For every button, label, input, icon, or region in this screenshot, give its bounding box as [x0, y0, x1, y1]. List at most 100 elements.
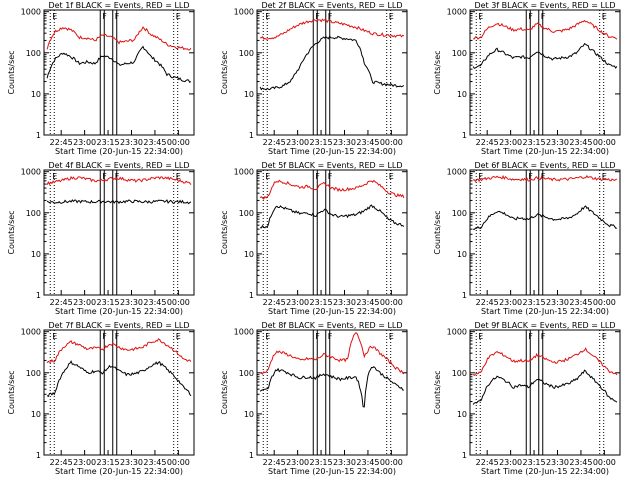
marker-label: E — [52, 12, 57, 21]
y-axis-label: Counts/sec — [433, 370, 442, 414]
x-tick-label: 23:30 — [333, 298, 356, 307]
y-tick-label: 10 — [457, 90, 467, 99]
marker-label: E — [602, 12, 607, 21]
marker-label: E — [602, 332, 607, 341]
marker-label: E — [176, 332, 181, 341]
y-tick-label: 100 — [26, 49, 41, 58]
plot-frame — [469, 169, 621, 296]
panel-7: Det 7f BLACK = Events, RED = LLD 1 10 100 10… — [7, 321, 195, 476]
marker-label: F — [528, 332, 533, 341]
marker-label: F — [328, 172, 333, 181]
y-tick-label: 1 — [249, 131, 254, 140]
x-tick-label: 23:00 — [499, 458, 522, 467]
y-tick-label: 1000 — [447, 328, 467, 337]
x-axis-label: Start Time (20-Jun-15 22:34:00) — [481, 147, 609, 156]
x-tick-label: 23:00 — [73, 138, 96, 147]
x-tick-label: 23:45 — [143, 458, 166, 467]
x-tick-label: 23:45 — [356, 458, 379, 467]
y-tick-label: 1 — [249, 451, 254, 460]
x-tick-label: 22:45 — [263, 138, 286, 147]
marker-label: F — [315, 12, 320, 21]
plot-frame — [256, 329, 408, 456]
y-tick-label: 100 — [239, 49, 254, 58]
marker-label: F — [115, 332, 120, 341]
series-line-lld — [472, 347, 618, 377]
x-axis-label: Start Time (20-Jun-15 22:34:00) — [481, 307, 609, 316]
panel-title: Det 1f BLACK = Events, RED = LLD — [48, 1, 189, 10]
y-tick-label: 1 — [462, 291, 467, 300]
x-tick-label: 00:00 — [167, 298, 190, 307]
x-tick-label: 00:00 — [593, 298, 616, 307]
y-tick-label: 1 — [36, 291, 41, 300]
y-tick-label: 100 — [26, 369, 41, 378]
x-tick-label: 23:00 — [286, 458, 309, 467]
panel-4: Det 4f BLACK = Events, RED = LLD 1 10 100 10… — [7, 161, 195, 316]
y-tick-label: 1000 — [234, 8, 254, 17]
x-tick-label: 23:30 — [333, 138, 356, 147]
x-tick-label: 23:30 — [120, 458, 143, 467]
x-tick-label: 22:45 — [476, 458, 499, 467]
series-line-lld — [473, 19, 618, 40]
series-line-events — [46, 360, 192, 398]
x-tick-label: 23:30 — [120, 298, 143, 307]
marker-label: F — [102, 172, 107, 181]
y-axis-label: Counts/sec — [220, 370, 229, 414]
x-tick-label: 23:15 — [97, 298, 120, 307]
y-tick-label: 1 — [462, 131, 467, 140]
marker-label: F — [541, 172, 546, 181]
marker-label: F — [315, 172, 320, 181]
y-tick-label: 10 — [457, 250, 467, 259]
x-tick-label: 00:00 — [167, 458, 190, 467]
x-tick-label: 22:45 — [263, 298, 286, 307]
series-line-events — [46, 199, 192, 205]
y-tick-label: 1 — [249, 291, 254, 300]
x-tick-label: 23:30 — [333, 458, 356, 467]
y-axis-label: Counts/sec — [220, 210, 229, 254]
y-tick-label: 10 — [244, 250, 254, 259]
panel-8: Det 8f BLACK = Events, RED = LLD 1 10 100 10… — [220, 321, 408, 476]
series-line-lld — [260, 18, 405, 40]
y-tick-label: 100 — [452, 209, 467, 218]
x-tick-label: 23:15 — [310, 458, 333, 467]
marker-label: F — [115, 12, 120, 21]
y-tick-label: 1000 — [447, 168, 467, 177]
marker-label: E — [176, 172, 181, 181]
marker-label: F — [541, 12, 546, 21]
panel-title: Det 7f BLACK = Events, RED = LLD — [48, 321, 189, 330]
x-tick-label: 23:00 — [286, 298, 309, 307]
y-tick-label: 10 — [31, 410, 41, 419]
marker-label: E — [52, 332, 57, 341]
marker-label: F — [328, 332, 333, 341]
series-line-events — [472, 369, 618, 405]
x-tick-label: 23:15 — [523, 458, 546, 467]
series-line-lld — [46, 338, 192, 364]
x-tick-label: 22:45 — [476, 138, 499, 147]
x-tick-label: 23:45 — [569, 458, 592, 467]
plot-frame — [43, 169, 195, 296]
y-tick-label: 100 — [239, 209, 254, 218]
series-line-events — [46, 45, 192, 84]
panel-title: Det 2f BLACK = Events, RED = LLD — [261, 1, 402, 10]
x-tick-label: 23:00 — [499, 138, 522, 147]
panel-title: Det 5f BLACK = Events, RED = LLD — [261, 161, 402, 170]
x-tick-label: 23:45 — [356, 298, 379, 307]
marker-label: E — [478, 12, 483, 21]
marker-label: F — [328, 12, 333, 21]
plot-frame — [43, 329, 195, 456]
y-tick-label: 1000 — [234, 168, 254, 177]
x-tick-label: 23:15 — [310, 298, 333, 307]
plot-frame — [43, 9, 195, 136]
x-tick-label: 23:15 — [310, 138, 333, 147]
series-line-lld — [259, 179, 405, 200]
y-tick-label: 100 — [452, 369, 467, 378]
x-tick-label: 23:30 — [120, 138, 143, 147]
marker-label: F — [528, 12, 533, 21]
series-line-events — [260, 204, 405, 229]
x-tick-label: 23:45 — [143, 298, 166, 307]
x-tick-label: 23:15 — [523, 298, 546, 307]
x-tick-label: 22:45 — [263, 458, 286, 467]
x-axis-label: Start Time (20-Jun-15 22:34:00) — [268, 467, 396, 476]
series-line-lld — [473, 174, 618, 183]
y-tick-label: 10 — [244, 90, 254, 99]
marker-label: E — [478, 332, 483, 341]
